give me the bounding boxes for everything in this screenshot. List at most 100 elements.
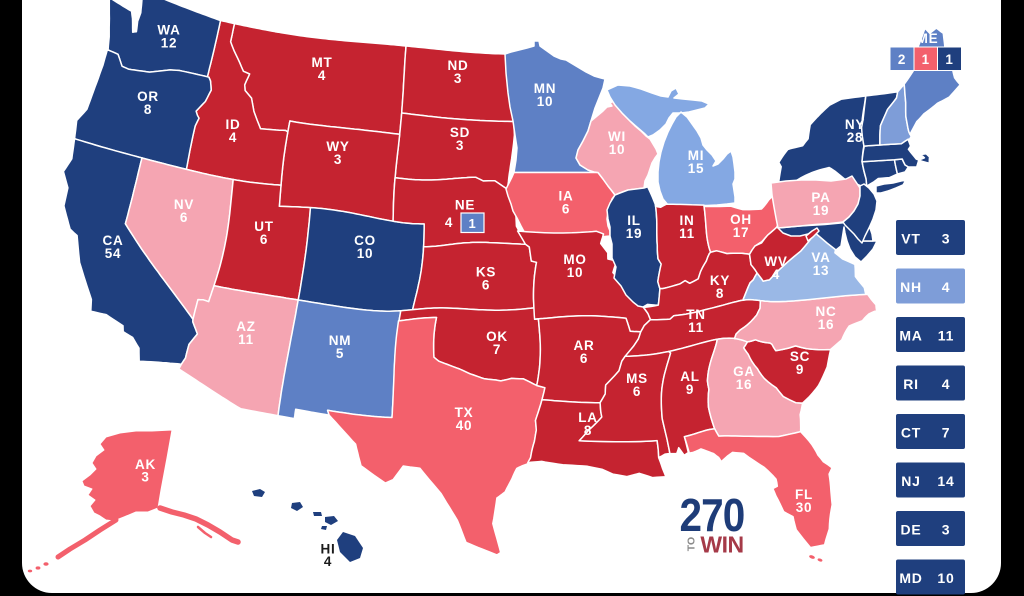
- svg-text:AL: AL: [680, 369, 700, 384]
- svg-text:MS: MS: [626, 371, 648, 386]
- svg-text:VT: VT: [901, 231, 921, 247]
- svg-text:MD: MD: [899, 570, 922, 586]
- svg-text:2: 2: [898, 52, 906, 67]
- svg-text:8: 8: [716, 286, 724, 301]
- svg-text:NV: NV: [174, 197, 194, 212]
- svg-text:KY: KY: [710, 273, 730, 288]
- svg-text:19: 19: [813, 203, 830, 218]
- svg-text:SD: SD: [450, 125, 470, 140]
- svg-text:9: 9: [796, 362, 804, 377]
- svg-text:DE: DE: [900, 522, 921, 538]
- svg-text:8: 8: [584, 423, 592, 438]
- svg-text:16: 16: [736, 377, 753, 392]
- svg-text:4: 4: [324, 554, 332, 569]
- svg-text:40: 40: [456, 418, 473, 433]
- svg-text:10: 10: [567, 265, 584, 280]
- svg-text:6: 6: [580, 351, 588, 366]
- svg-text:7: 7: [942, 425, 951, 441]
- svg-text:14: 14: [937, 473, 954, 489]
- svg-text:MT: MT: [311, 55, 332, 70]
- svg-text:4: 4: [445, 215, 453, 230]
- svg-text:28: 28: [847, 130, 864, 145]
- svg-text:11: 11: [238, 332, 254, 347]
- svg-text:FL: FL: [795, 487, 813, 502]
- svg-text:AR: AR: [573, 338, 594, 353]
- svg-text:IN: IN: [679, 213, 694, 228]
- svg-text:9: 9: [686, 382, 694, 397]
- svg-text:11: 11: [938, 328, 954, 344]
- svg-text:PA: PA: [811, 190, 830, 205]
- svg-text:MI: MI: [688, 148, 705, 163]
- svg-text:15: 15: [688, 161, 705, 176]
- svg-text:MN: MN: [534, 81, 557, 96]
- svg-text:OR: OR: [137, 89, 159, 104]
- svg-text:8: 8: [144, 102, 152, 117]
- svg-text:LA: LA: [578, 410, 598, 425]
- svg-text:30: 30: [796, 500, 813, 515]
- svg-text:6: 6: [482, 277, 490, 292]
- svg-text:KS: KS: [476, 265, 496, 280]
- svg-text:7: 7: [493, 342, 501, 357]
- svg-text:4: 4: [318, 68, 326, 83]
- svg-text:WA: WA: [157, 23, 180, 38]
- svg-text:NE: NE: [455, 198, 475, 213]
- svg-text:TN: TN: [686, 307, 706, 322]
- svg-text:12: 12: [161, 35, 178, 50]
- svg-text:4: 4: [942, 376, 951, 392]
- svg-text:13: 13: [813, 263, 830, 278]
- svg-text:AZ: AZ: [236, 319, 256, 334]
- svg-text:10: 10: [609, 142, 626, 157]
- svg-text:3: 3: [141, 470, 149, 485]
- svg-text:10: 10: [937, 570, 954, 586]
- svg-text:6: 6: [260, 232, 268, 247]
- svg-text:1: 1: [468, 216, 476, 231]
- svg-text:ME: ME: [917, 31, 939, 46]
- svg-text:3: 3: [942, 522, 951, 538]
- svg-text:CO: CO: [354, 233, 376, 248]
- svg-text:WI: WI: [608, 129, 626, 144]
- svg-text:MO: MO: [563, 252, 586, 267]
- svg-text:16: 16: [818, 317, 835, 332]
- svg-text:3: 3: [334, 152, 342, 167]
- svg-text:4: 4: [229, 130, 237, 145]
- svg-text:NJ: NJ: [901, 473, 921, 489]
- svg-text:HI: HI: [320, 541, 335, 556]
- svg-text:TO: TO: [686, 537, 698, 551]
- svg-text:SC: SC: [790, 349, 810, 364]
- svg-text:3: 3: [456, 138, 464, 153]
- svg-text:TX: TX: [455, 405, 474, 420]
- svg-text:ID: ID: [225, 117, 240, 132]
- svg-text:IL: IL: [627, 213, 641, 228]
- svg-text:CT: CT: [901, 425, 921, 441]
- svg-text:10: 10: [537, 94, 554, 109]
- svg-text:1: 1: [945, 52, 953, 67]
- svg-text:GA: GA: [733, 364, 755, 379]
- svg-text:19: 19: [626, 226, 643, 241]
- svg-text:NC: NC: [815, 304, 836, 319]
- svg-text:17: 17: [733, 225, 750, 240]
- svg-text:IA: IA: [558, 189, 573, 204]
- svg-text:ND: ND: [447, 58, 468, 73]
- svg-text:VA: VA: [811, 250, 830, 265]
- svg-text:54: 54: [105, 246, 122, 261]
- svg-text:3: 3: [454, 71, 462, 86]
- svg-text:UT: UT: [254, 219, 274, 234]
- svg-text:WIN: WIN: [700, 532, 743, 558]
- svg-text:NH: NH: [900, 279, 922, 295]
- svg-text:RI: RI: [903, 376, 919, 392]
- svg-text:NY: NY: [845, 117, 865, 132]
- svg-text:4: 4: [772, 267, 780, 282]
- svg-text:AK: AK: [135, 457, 156, 472]
- svg-text:6: 6: [180, 210, 188, 225]
- svg-text:11: 11: [688, 320, 704, 335]
- svg-text:6: 6: [562, 201, 570, 216]
- svg-text:MA: MA: [899, 328, 922, 344]
- svg-text:270: 270: [680, 491, 745, 542]
- svg-text:10: 10: [357, 246, 374, 261]
- svg-text:5: 5: [336, 346, 344, 361]
- svg-text:3: 3: [942, 231, 951, 247]
- svg-text:WV: WV: [764, 254, 787, 269]
- svg-text:OH: OH: [730, 212, 752, 227]
- svg-text:4: 4: [942, 279, 951, 295]
- svg-text:NM: NM: [329, 333, 352, 348]
